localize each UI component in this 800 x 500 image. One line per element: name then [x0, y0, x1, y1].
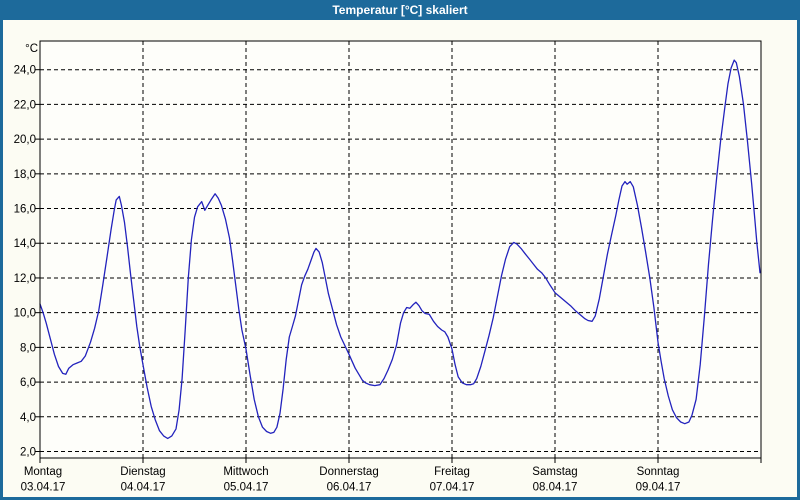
x-date-label: 04.04.17 — [121, 482, 166, 494]
x-date-label: 08.04.17 — [533, 482, 578, 494]
temperature-line — [39, 59, 761, 440]
window-border-bottom — [0, 497, 800, 500]
x-day-label: Donnerstag — [319, 466, 378, 478]
plot-border — [39, 40, 762, 459]
x-day-label: Dienstag — [120, 466, 165, 478]
plot-area — [40, 41, 761, 458]
chart-canvas: 2,0 4,0 6,0 8,0 10,0 12,0 14,0 16,0 18,0 20,0 22,0… — [14, 40, 762, 494]
y-tick-label: 12,0 — [14, 273, 36, 285]
y-tick-label: 8,0 — [20, 342, 36, 354]
x-date-label: 06.04.17 — [327, 482, 372, 494]
x-date-label: 05.04.17 — [224, 482, 269, 494]
y-tick-label: 18,0 — [14, 169, 36, 181]
page-title: Temperatur [°C] skaliert — [332, 3, 468, 17]
title-bar[interactable]: Temperatur [°C] skaliert — [0, 0, 800, 20]
y-tick-label: 24,0 — [14, 65, 36, 77]
window-border-left — [0, 20, 3, 500]
x-day-label: Samstag — [532, 466, 577, 478]
x-date-label: 09.04.17 — [636, 482, 681, 494]
window-border-right — [797, 20, 800, 500]
x-date-label: 07.04.17 — [430, 482, 475, 494]
x-date-label: 03.04.17 — [21, 482, 66, 494]
y-tick-label: 2,0 — [20, 447, 36, 459]
y-axis-unit-label: °C — [25, 43, 38, 55]
y-tick-label: 10,0 — [14, 308, 36, 320]
y-tick-label: 14,0 — [14, 238, 36, 250]
x-day-label: Mittwoch — [223, 466, 268, 478]
y-tick-label: 16,0 — [14, 204, 36, 216]
x-day-label: Sonntag — [637, 466, 680, 478]
y-tick-label: 22,0 — [14, 99, 36, 111]
y-tick-label: 20,0 — [14, 134, 36, 146]
y-tick-label: 4,0 — [20, 412, 36, 424]
x-day-label: Montag — [24, 466, 62, 478]
y-tick-label: 6,0 — [20, 377, 36, 389]
x-day-label: Freitag — [434, 466, 470, 478]
